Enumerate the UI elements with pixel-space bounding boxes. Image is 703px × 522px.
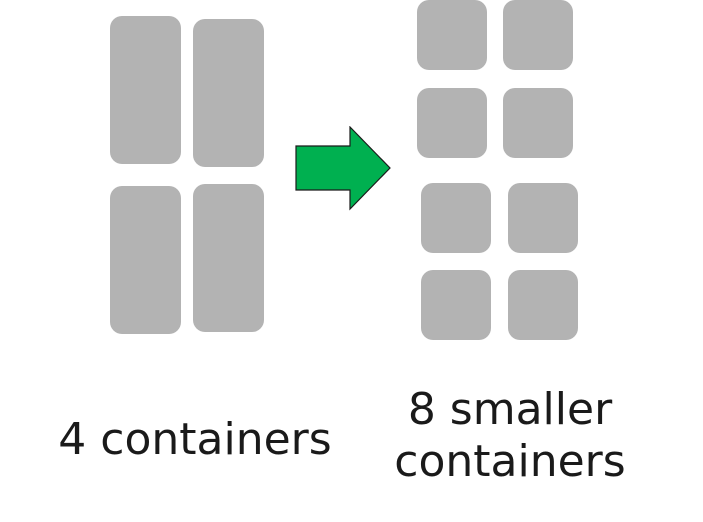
container-small	[503, 88, 573, 158]
container-small	[417, 0, 487, 70]
container-small	[421, 183, 491, 253]
container-small	[508, 183, 578, 253]
container-large	[110, 16, 181, 164]
right-caption: 8 smaller containers	[360, 384, 660, 488]
container-small	[503, 0, 573, 70]
left-caption: 4 containers	[58, 414, 332, 465]
container-small	[421, 270, 491, 340]
right-caption-line1: 8 smaller	[407, 384, 613, 435]
container-large	[110, 186, 181, 334]
container-large	[193, 184, 264, 332]
right-arrow-icon	[295, 126, 391, 211]
container-small	[417, 88, 487, 158]
container-large	[193, 19, 264, 167]
container-small	[508, 270, 578, 340]
right-caption-line2: containers	[394, 436, 626, 487]
